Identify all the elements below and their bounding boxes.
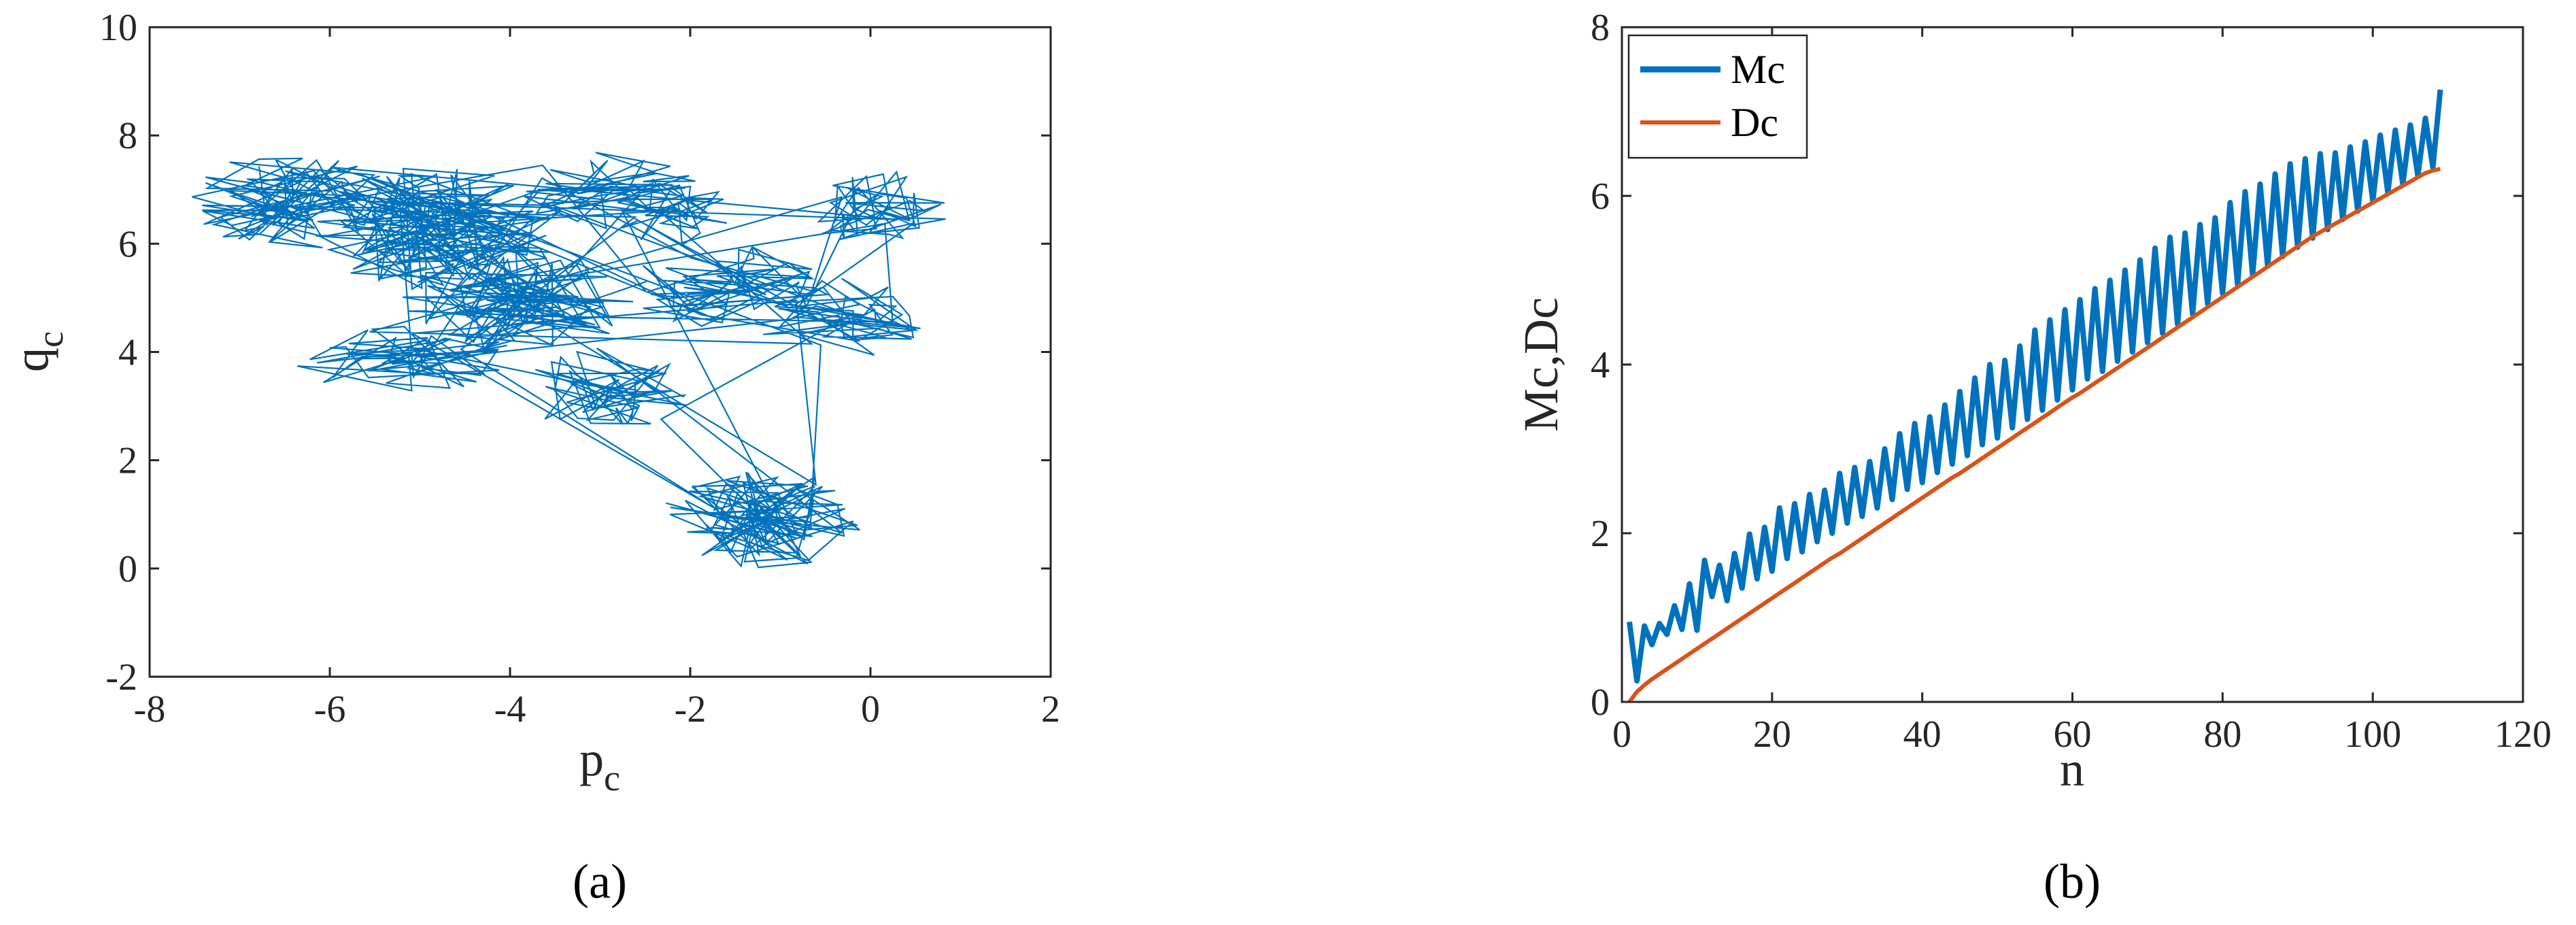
series-line-dc [1627, 167, 2441, 703]
legend-box [1627, 34, 1808, 159]
y-axis-ticks-b: 0 2 4 6 8 [1591, 7, 2523, 724]
x-tick-label-a: 2 [1041, 688, 1060, 730]
y-tick-label-b: 2 [1591, 513, 1610, 555]
y-tick-label-a: 0 [118, 548, 137, 590]
series-line-mc [1627, 89, 2443, 684]
x-tick-label-b: 120 [2494, 713, 2552, 756]
x-tick-label-a: -4 [494, 688, 526, 730]
y-tick-label-a: -2 [105, 656, 137, 699]
y-tick-label-b: 0 [1591, 682, 1610, 724]
x-tick-label-a: -8 [134, 688, 166, 730]
trajectory-line [192, 152, 946, 569]
chart-panel-a: -8 -6 -4 -2 0 2 -2 0 2 4 6 8 10 pc qc (a) [4, 7, 1060, 909]
x-tick-label-b: 0 [1612, 713, 1631, 756]
x-tick-label-a: 0 [861, 688, 880, 730]
x-tick-label-b: 100 [2344, 713, 2401, 756]
plot-area-a [148, 26, 1052, 678]
x-tick-label-a: -6 [314, 688, 346, 730]
x-axis-ticks-b: 0 20 40 60 80 100 120 [1612, 27, 2552, 756]
x-tick-label-b: 60 [2054, 713, 2092, 756]
x-axis-label-b: n [2060, 742, 2084, 796]
y-axis-label-a: qc [4, 331, 71, 372]
y-tick-label-a: 4 [118, 332, 137, 374]
y-axis-ticks-a: -2 0 2 4 6 8 10 [99, 7, 1051, 699]
legend-dc-label: Dc [1731, 100, 1778, 145]
y-tick-label-a: 6 [118, 223, 137, 265]
series-group-b [1627, 89, 2443, 703]
x-tick-label-b: 80 [2203, 713, 2241, 756]
y-tick-label-a: 10 [99, 7, 137, 49]
y-tick-label-b: 8 [1591, 7, 1610, 49]
trajectory-series-group [192, 152, 946, 569]
y-tick-label-a: 8 [118, 115, 137, 157]
legend: Mc Dc [1627, 34, 1808, 159]
y-tick-label-b: 4 [1591, 344, 1610, 386]
x-axis-ticks-a: -8 -6 -4 -2 0 2 [134, 27, 1060, 730]
x-tick-label-b: 20 [1753, 713, 1791, 756]
x-axis-label-a: pc [579, 732, 620, 798]
x-tick-label-b: 40 [1903, 713, 1942, 756]
panel-label-a: (a) [573, 854, 627, 909]
x-tick-label-a: -2 [675, 688, 707, 730]
y-axis-label-b: Mc,Dc [1514, 297, 1568, 432]
y-tick-label-b: 6 [1591, 175, 1610, 218]
y-tick-label-a: 2 [118, 440, 137, 482]
legend-mc-label: Mc [1731, 47, 1785, 92]
chart-panel-b: 0 20 40 60 80 100 120 0 2 4 6 8 n Mc,Dc (b) Mc Dc [1514, 7, 2552, 909]
panel-label-b: (b) [2044, 854, 2101, 909]
